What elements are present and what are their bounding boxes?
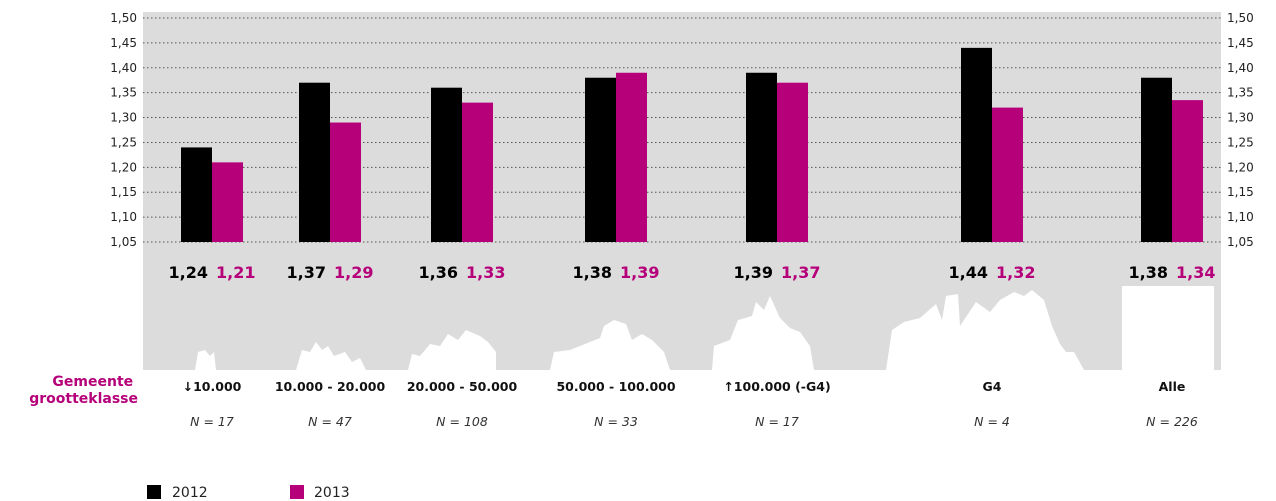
y-tick-label-right: 1,15 — [1227, 185, 1254, 199]
y-tick-label-left: 1,30 — [110, 111, 137, 125]
category-labels: ↓10.000 10.000 - 20.000 20.000 - 50.000 50.… — [183, 379, 1186, 394]
n-label-6: N = 226 — [1146, 414, 1198, 429]
skyline-decoration — [195, 286, 1214, 370]
value-label-2012-4: 1,39 — [734, 263, 773, 282]
n-labels: N = 17 N = 47 N = 108 N = 33 N = 17 N = 4 N = … — [190, 414, 1198, 429]
legend-label-2012: 2012 — [172, 485, 208, 501]
bar-2012-4 — [746, 72, 777, 242]
category-axis-title: Gemeente grootteklasse — [29, 374, 138, 407]
y-tick-label-right: 1,40 — [1227, 61, 1254, 75]
value-labels: 1,24 1,21 1,37 1,29 1,36 1,33 1,38 1,39 1,39 1,37… — [169, 263, 1216, 282]
skyline-shape — [886, 290, 1084, 370]
bar-2012-2 — [431, 87, 462, 242]
value-label-2012-5: 1,44 — [949, 263, 988, 282]
skyline-shape — [1122, 286, 1214, 370]
bar-2013-5 — [992, 107, 1023, 242]
value-label-2012-1: 1,37 — [287, 263, 326, 282]
skyline-shape — [296, 342, 366, 370]
y-tick-label-left: 1,10 — [110, 210, 137, 224]
bar-2013-4 — [777, 82, 808, 242]
category-label-3: 50.000 - 100.000 — [556, 379, 675, 394]
value-label-2012-0: 1,24 — [169, 263, 208, 282]
n-label-0: N = 17 — [190, 414, 234, 429]
y-tick-label-right: 1,50 — [1227, 11, 1254, 25]
value-label-2013-5: 1,32 — [996, 263, 1035, 282]
value-label-2013-0: 1,21 — [216, 263, 255, 282]
value-label-2013-4: 1,37 — [781, 263, 820, 282]
y-tick-label-left: 1,40 — [110, 61, 137, 75]
n-label-1: N = 47 — [308, 414, 352, 429]
y-tick-label-left: 1,15 — [110, 185, 137, 199]
category-label-1: 10.000 - 20.000 — [275, 379, 386, 394]
category-label-2: 20.000 - 50.000 — [407, 379, 518, 394]
y-tick-label-left: 1,25 — [110, 135, 137, 149]
value-label-2012-2: 1,36 — [419, 263, 458, 282]
legend: 2012 2013 — [147, 485, 350, 501]
legend-label-2013: 2013 — [314, 485, 350, 501]
y-tick-label-right: 1,45 — [1227, 36, 1254, 50]
bar-2012-1 — [299, 82, 330, 242]
y-tick-label-right: 1,35 — [1227, 86, 1254, 100]
value-label-2013-2: 1,33 — [466, 263, 505, 282]
bar-2012-6 — [1141, 77, 1172, 242]
n-label-3: N = 33 — [594, 414, 638, 429]
skyline-shape — [408, 330, 496, 370]
bar-2012-0 — [181, 147, 212, 242]
skyline-shape — [550, 320, 670, 370]
category-label-0: ↓10.000 — [183, 379, 242, 394]
value-label-2013-3: 1,39 — [620, 263, 659, 282]
y-tick-label-right: 1,05 — [1227, 235, 1254, 249]
n-label-4: N = 17 — [755, 414, 799, 429]
category-label-4: ↑100.000 (-G4) — [723, 379, 830, 394]
value-label-2013-6: 1,34 — [1176, 263, 1215, 282]
value-label-2012-3: 1,38 — [573, 263, 612, 282]
bar-2012-3 — [585, 77, 616, 242]
bar-2013-6 — [1172, 100, 1203, 242]
skyline-shape — [195, 350, 216, 370]
n-label-5: N = 4 — [974, 414, 1010, 429]
bar-2012-5 — [961, 47, 992, 242]
bar-2013-1 — [330, 122, 361, 242]
bar-2013-2 — [462, 102, 493, 242]
bar-2013-3 — [616, 72, 647, 242]
n-label-2: N = 108 — [436, 414, 488, 429]
value-label-2013-1: 1,29 — [334, 263, 373, 282]
y-tick-label-left: 1,35 — [110, 86, 137, 100]
y-tick-label-right: 1,30 — [1227, 111, 1254, 125]
y-tick-label-left: 1,45 — [110, 36, 137, 50]
y-axis-left: 1,50 1,45 1,40 1,35 1,30 1,25 1,20 1,15 1,10 1,05 — [110, 11, 137, 249]
y-axis-right: 1,50 1,45 1,40 1,35 1,30 1,25 1,20 1,15 1,10 1,05 — [1227, 11, 1254, 249]
legend-swatch-2013 — [290, 485, 304, 499]
bars — [181, 47, 1203, 242]
y-tick-label-right: 1,20 — [1227, 160, 1254, 174]
value-label-2012-6: 1,38 — [1129, 263, 1168, 282]
y-tick-label-left: 1,05 — [110, 235, 137, 249]
bar-2013-0 — [212, 162, 243, 242]
y-tick-label-left: 1,20 — [110, 160, 137, 174]
category-label-5: G4 — [983, 379, 1002, 394]
y-tick-label-left: 1,50 — [110, 11, 137, 25]
y-tick-label-right: 1,10 — [1227, 210, 1254, 224]
legend-swatch-2012 — [147, 485, 161, 499]
category-label-6: Alle — [1159, 379, 1186, 394]
y-tick-label-right: 1,25 — [1227, 135, 1254, 149]
skyline-shape — [712, 296, 814, 370]
